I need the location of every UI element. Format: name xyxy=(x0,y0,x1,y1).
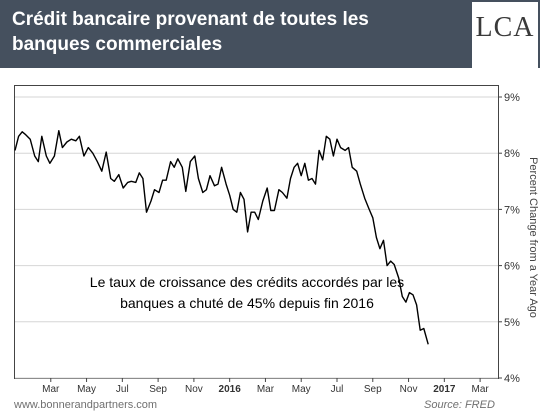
header-bar: Crédit bancaire provenant de toutes les … xyxy=(0,0,540,68)
x-tick-label: Jul xyxy=(331,384,344,395)
logo-text: LCA xyxy=(475,12,535,43)
y-tick-label: 6% xyxy=(504,261,520,273)
source-credit: Source: FRED xyxy=(424,399,495,411)
lca-logo: LCA xyxy=(472,2,538,68)
x-tick-label: May xyxy=(77,384,96,395)
y-tick-label: 5% xyxy=(504,317,520,329)
y-tick-label: 7% xyxy=(504,204,520,216)
y-tick-label: 8% xyxy=(504,148,520,160)
x-tick-label: Sep xyxy=(364,384,382,395)
chart-annotation: Le taux de croissance des crédits accord… xyxy=(89,274,405,311)
x-tick-label: 2016 xyxy=(219,384,242,395)
x-tick-label: May xyxy=(292,384,311,395)
x-tick-label: Nov xyxy=(400,384,418,395)
y-tick-label: 9% xyxy=(504,92,520,104)
x-tick-label: Mar xyxy=(471,384,489,395)
x-tick-label: Nov xyxy=(185,384,203,395)
source-url: www.bonnerandpartners.com xyxy=(14,399,158,411)
x-tick-label: Mar xyxy=(42,384,60,395)
x-tick-label: Mar xyxy=(257,384,275,395)
x-tick-label: Jul xyxy=(116,384,129,395)
x-tick-label: Sep xyxy=(149,384,167,395)
y-axis-title: Percent Change from a Year Ago xyxy=(527,157,539,318)
y-tick-label: 4% xyxy=(504,373,520,385)
chart-title: Crédit bancaire provenant de toutes les … xyxy=(12,9,369,55)
series-line xyxy=(14,130,429,345)
x-tick-label: 2017 xyxy=(433,384,456,395)
